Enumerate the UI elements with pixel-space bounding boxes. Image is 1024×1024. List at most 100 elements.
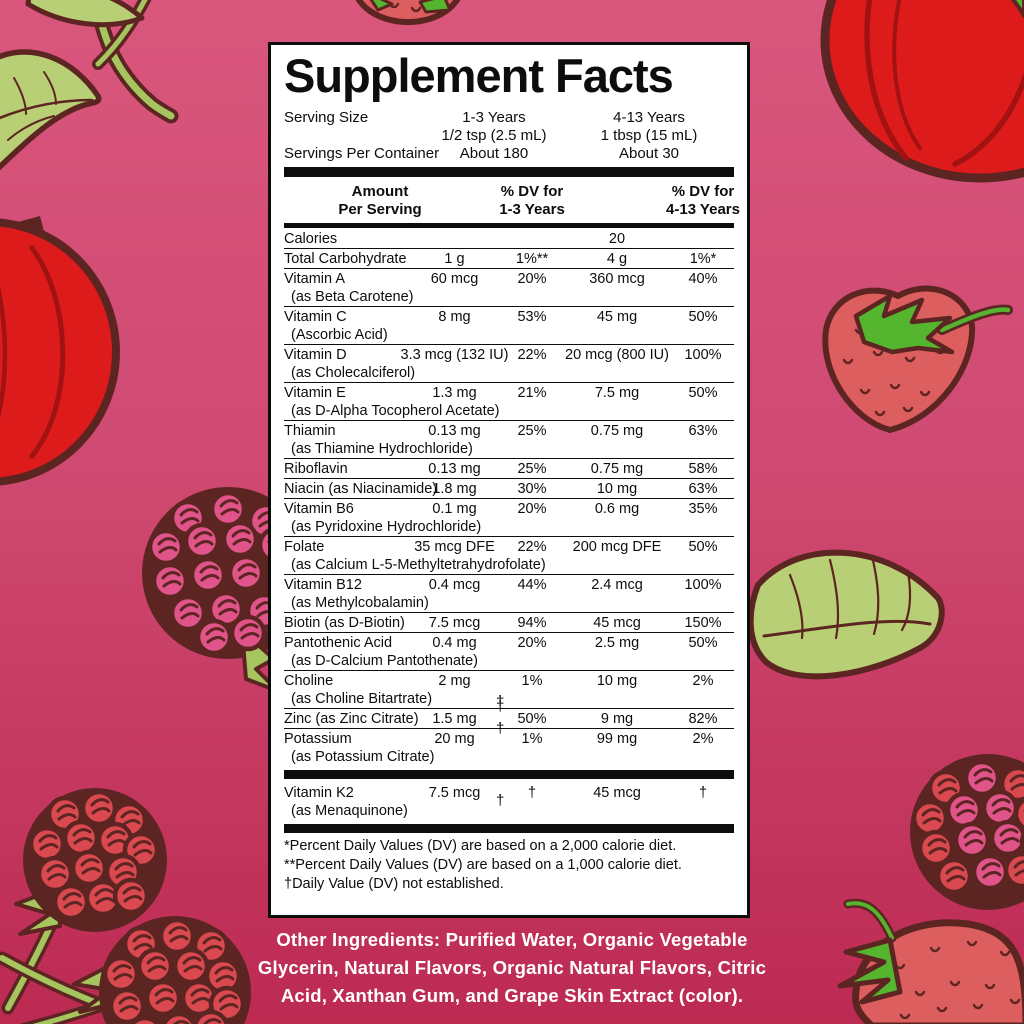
dv-4-13: 150% bbox=[684, 615, 722, 631]
dv-1-3: 22% bbox=[517, 347, 547, 363]
nutrient-row: Potassium 20 mg 1% 99 mg 2% (as Potassium Cit… bbox=[284, 728, 734, 766]
nutrient-row: Riboflavin 0.13 mg 25% 0.75 mg 58% bbox=[284, 458, 734, 478]
amount-4-13: 45 mcg bbox=[593, 615, 641, 631]
serving-age-group-1: 1-3 Years bbox=[462, 109, 526, 126]
footnote: *Percent Daily Values (DV) are based on … bbox=[284, 838, 677, 854]
dagger-mark: † bbox=[496, 720, 505, 737]
serving-age-group-2: 4-13 Years bbox=[613, 109, 685, 126]
amount-1-3: 60 mcg bbox=[430, 271, 479, 287]
nutrient-form: (as Menaquinone) bbox=[291, 803, 408, 819]
nutrient-form: (as D-Alpha Tocopherol Acetate) bbox=[291, 403, 500, 419]
column-headers: Amount Per Serving % DV for 1-3 Years % DV… bbox=[284, 181, 740, 221]
dv-4-13: † bbox=[698, 785, 708, 801]
amount-4-13: 7.5 mg bbox=[594, 385, 640, 401]
raspberry-pink-right-illustration bbox=[910, 754, 1024, 910]
nutrient-row: Vitamin E 1.3 mg 21% 7.5 mg 50% (as D-Alpha T… bbox=[284, 382, 734, 420]
nutrient-form: (as Calcium L-5-Methyltetrahydrofolate) bbox=[291, 557, 546, 573]
dv-1-3: 20% bbox=[517, 635, 547, 651]
amount-1-3: 0.13 mg bbox=[428, 461, 481, 477]
dv-4-13: 50% bbox=[688, 309, 718, 325]
amount-4-13: 0.75 mg bbox=[590, 423, 644, 439]
nutrient-form: (as Methylcobalamin) bbox=[291, 595, 429, 611]
amount-1-3: 0.13 mg bbox=[428, 423, 481, 439]
nutrient-row: Vitamin C 8 mg 53% 45 mg 50% (Ascorbic Acid) bbox=[284, 306, 734, 344]
nutrient-rows: Calories 20 Total Carbohydrate 1 g 1%** 4 g 1%… bbox=[284, 229, 734, 766]
separator-bar-thick-3 bbox=[284, 824, 734, 833]
dv-1-3: 1%** bbox=[515, 251, 549, 267]
dv-4-13: 58% bbox=[688, 461, 718, 477]
nutrient-row: Pantothenic Acid 0.4 mg 20% 2.5 mg 50% (as D-… bbox=[284, 632, 734, 670]
leaf-right-illustration bbox=[747, 549, 945, 680]
dv-1-3: † bbox=[527, 785, 537, 801]
dv-1-3: 20% bbox=[517, 501, 547, 517]
nutrient-name: Pantothenic Acid bbox=[284, 635, 393, 651]
dagger-mark: † bbox=[496, 693, 505, 710]
nutrient-name: Thiamin bbox=[284, 423, 336, 439]
amount-1-3: 0.4 mg bbox=[432, 635, 477, 651]
dv-1-3 bbox=[502, 230, 562, 248]
dv-4-13: 2% bbox=[692, 731, 714, 747]
dv-1-3: 1% bbox=[521, 731, 543, 747]
dv-4-13: 63% bbox=[688, 423, 718, 439]
supplement-facts-panel: Supplement Facts Serving Size 1-3 Years … bbox=[268, 42, 750, 918]
strawberry-bottom-right-illustration bbox=[837, 898, 1024, 1024]
nutrient-row: Total Carbohydrate 1 g 1%** 4 g 1%* bbox=[284, 248, 734, 268]
strawberry-right-illustration bbox=[822, 285, 1013, 433]
nutrient-name: Zinc (as Zinc Citrate) bbox=[284, 711, 419, 727]
amount-1-3: 0.1 mg bbox=[432, 501, 477, 517]
dv-4-13: 50% bbox=[688, 385, 718, 401]
nutrient-form: (as Cholecalciferol) bbox=[291, 365, 416, 381]
amount-4-13: 10 mg bbox=[596, 481, 638, 497]
dv-1-3: 21% bbox=[517, 385, 547, 401]
header-dv-1-3: % DV for 1-3 Years bbox=[499, 183, 565, 218]
nutrient-name: Vitamin B6 bbox=[284, 501, 354, 517]
dv-4-13: 63% bbox=[688, 481, 718, 497]
nutrient-row: Thiamin 0.13 mg 25% 0.75 mg 63% (as Thiamine … bbox=[284, 420, 734, 458]
nutrient-row: Vitamin A 60 mcg 20% 360 mcg 40% (as Beta Car… bbox=[284, 268, 734, 306]
dv-1-3: 50% bbox=[517, 711, 547, 727]
dagger-mark: † bbox=[496, 792, 505, 809]
dv-4-13: 1%* bbox=[689, 251, 717, 267]
dv-4-13: 50% bbox=[688, 539, 718, 555]
dv-1-3: 53% bbox=[517, 309, 547, 325]
nutrient-name: Potassium bbox=[284, 731, 352, 747]
serving-amount-1: 1/2 tsp (2.5 mL) bbox=[441, 127, 547, 144]
branch-leaves-illustration bbox=[0, 0, 179, 171]
raspberry-red-bottom-left-illustration bbox=[0, 788, 251, 1024]
amount-4-13: 20 mcg (800 IU) bbox=[565, 347, 669, 363]
dv-4-13: 35% bbox=[688, 501, 718, 517]
amount-1-3: 1.5 mg bbox=[432, 711, 477, 727]
apple-left-illustration bbox=[0, 216, 120, 486]
servings-per-container-1: About 180 bbox=[459, 145, 529, 162]
amount-4-13: 99 mg bbox=[596, 731, 638, 747]
amount-4-13: 0.75 mg bbox=[590, 461, 644, 477]
servings-per-container-label: Servings Per Container bbox=[284, 145, 440, 162]
amount-4-13: 20 bbox=[608, 231, 626, 247]
nutrient-row: Biotin (as D-Biotin) 7.5 mcg 94% 45 mcg 150% bbox=[284, 612, 734, 632]
nutrient-row: Calories 20 bbox=[284, 229, 734, 248]
dv-1-3: 94% bbox=[517, 615, 547, 631]
serving-size-label: Serving Size bbox=[284, 109, 369, 126]
nutrient-row: Zinc (as Zinc Citrate) 1.5 mg 50% 9 mg 82% † † bbox=[284, 699, 734, 736]
servings-per-container-2: About 30 bbox=[618, 145, 680, 162]
amount-1-3: 8 mg bbox=[438, 309, 471, 325]
nutrient-row: Niacin (as Niacinamide) 1.8 mg 30% 10 mg 63% bbox=[284, 478, 734, 498]
amount-1-3: 1 g bbox=[444, 251, 465, 267]
amount-1-3 bbox=[407, 230, 502, 248]
dagger-mark: † bbox=[496, 698, 505, 715]
amount-1-3: 35 mcg DFE bbox=[414, 539, 495, 555]
dv-1-3: 20% bbox=[517, 271, 547, 287]
dv-4-13: 100% bbox=[684, 347, 722, 363]
header-amount: Amount Per Serving bbox=[338, 183, 422, 218]
dv-4-13: 100% bbox=[684, 577, 722, 593]
amount-4-13: 9 mg bbox=[600, 711, 634, 727]
dv-1-3: 1% bbox=[521, 673, 543, 689]
footnotes: *Percent Daily Values (DV) are based on … bbox=[284, 837, 734, 894]
nutrient-row: Vitamin D 3.3 mcg (132 IU) 22% 20 mcg (800 … bbox=[284, 344, 734, 382]
dv-4-13: 82% bbox=[688, 711, 718, 727]
dv-1-3: 25% bbox=[517, 461, 547, 477]
dv-4-13 bbox=[672, 230, 734, 248]
dv-4-13: 40% bbox=[688, 271, 718, 287]
dv-1-3: 44% bbox=[517, 577, 547, 593]
dv-1-3: 30% bbox=[517, 481, 547, 497]
